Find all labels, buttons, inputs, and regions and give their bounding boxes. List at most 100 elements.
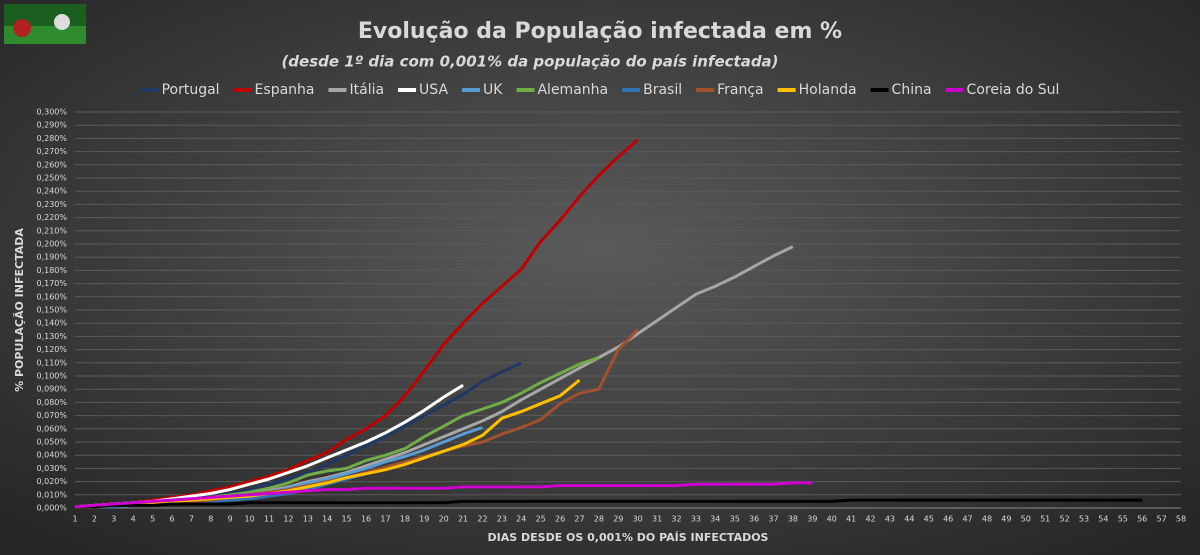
x-tick-label: 5 [150, 515, 155, 524]
x-tick-label: 58 [1176, 515, 1186, 524]
x-tick-label: 28 [594, 515, 604, 524]
y-tick-label: 0,030% [36, 464, 67, 473]
x-tick-label: 25 [536, 515, 546, 524]
x-tick-label: 53 [1079, 515, 1089, 524]
y-tick-label: 0,180% [36, 266, 67, 275]
x-tick-label: 43 [885, 515, 895, 524]
x-tick-label: 4 [131, 515, 136, 524]
x-tick-label: 50 [1021, 515, 1031, 524]
x-tick-label: 15 [342, 515, 352, 524]
x-tick-label: 10 [245, 515, 255, 524]
x-tick-label: 17 [380, 515, 390, 524]
x-tick-label: 20 [439, 515, 449, 524]
legend-label: Brasil [643, 82, 682, 98]
x-tick-label: 16 [361, 515, 371, 524]
y-tick-label: 0,020% [36, 477, 67, 486]
y-axis-label: % POPULAÇÃO INFECTADA [13, 228, 26, 392]
legend-label: USA [419, 82, 448, 98]
y-tick-label: 0,200% [36, 240, 67, 249]
series-line [75, 498, 1143, 509]
x-tick-label: 21 [458, 515, 468, 524]
x-tick-label: 40 [827, 515, 837, 524]
x-tick-label: 23 [497, 515, 507, 524]
y-tick-label: 0,110% [36, 358, 67, 367]
y-tick-label: 0,250% [36, 174, 67, 183]
y-tick-label: 0,070% [36, 411, 67, 420]
x-tick-label: 30 [633, 515, 643, 524]
x-tick-label: 19 [419, 515, 429, 524]
x-tick-label: 38 [788, 515, 798, 524]
x-tick-label: 13 [303, 515, 313, 524]
x-tick-label: 14 [322, 515, 332, 524]
logo [4, 4, 86, 44]
y-tick-label: 0,270% [36, 147, 67, 156]
y-tick-label: 0,300% [36, 108, 67, 117]
x-tick-label: 32 [671, 515, 681, 524]
y-tick-label: 0,150% [36, 306, 67, 315]
x-tick-label: 39 [807, 515, 817, 524]
legend-label: França [717, 82, 764, 98]
x-tick-label: 33 [691, 515, 701, 524]
x-tick-label: 8 [208, 515, 213, 524]
y-tick-label: 0,000% [36, 504, 67, 513]
series-line [74, 481, 813, 509]
x-tick-label: 12 [283, 515, 293, 524]
legend-label: Alemanha [537, 82, 608, 98]
x-tick-label: 56 [1137, 515, 1147, 524]
legend: Portugal Espanha Itália USA UK Alemanha Brasil… [140, 82, 1060, 98]
legend-label: China [892, 82, 932, 98]
x-tick-label: 27 [574, 515, 584, 524]
y-tick-label: 0,130% [36, 332, 67, 341]
y-tick-label: 0,060% [36, 424, 67, 433]
x-tick-label: 11 [264, 515, 274, 524]
x-tick-label: 51 [1040, 515, 1050, 524]
x-tick-label: 34 [710, 515, 720, 524]
x-tick-label: 7 [189, 515, 194, 524]
y-tick-label: 0,040% [36, 451, 67, 460]
x-tick-label: 18 [400, 515, 410, 524]
y-tick-label: 0,260% [36, 160, 67, 169]
y-tick-label: 0,220% [36, 213, 67, 222]
chart-title: Evolução da População infectada em % [358, 19, 842, 44]
x-tick-label: 52 [1059, 515, 1069, 524]
x-tick-label: 54 [1098, 515, 1108, 524]
x-tick-label: 55 [1118, 515, 1128, 524]
chart-subtitle: (desde 1º dia com 0,001% da população do… [281, 53, 778, 71]
x-tick-label: 2 [92, 515, 97, 524]
y-tick-label: 0,230% [36, 200, 67, 209]
legend-label: Coreia do Sul [967, 82, 1060, 98]
x-tick-label: 41 [846, 515, 856, 524]
x-tick-label: 22 [477, 515, 487, 524]
y-tick-label: 0,240% [36, 187, 67, 196]
x-tick-label: 46 [943, 515, 953, 524]
y-tick-label: 0,170% [36, 279, 67, 288]
x-tick-label: 57 [1157, 515, 1167, 524]
x-tick-label: 29 [613, 515, 623, 524]
x-tick-label: 26 [555, 515, 565, 524]
y-tick-label: 0,160% [36, 292, 67, 301]
y-tick-label: 0,210% [36, 226, 67, 235]
x-axis-label: DIAS DESDE OS 0,001% DO PAÍS INFECTADOS [488, 531, 769, 544]
x-tick-label: 37 [768, 515, 778, 524]
y-tick-label: 0,290% [36, 121, 67, 130]
y-tick-label: 0,100% [36, 372, 67, 381]
x-tick-label: 47 [962, 515, 972, 524]
legend-label: Portugal [162, 82, 220, 98]
x-tick-label: 42 [865, 515, 875, 524]
y-tick-label: 0,190% [36, 253, 67, 262]
x-tick-label: 48 [982, 515, 992, 524]
y-tick-label: 0,010% [36, 490, 67, 499]
x-tick-label: 24 [516, 515, 526, 524]
y-tick-label: 0,140% [36, 319, 67, 328]
x-tick-label: 35 [730, 515, 740, 524]
legend-label: Espanha [255, 82, 315, 98]
y-tick-label: 0,090% [36, 385, 67, 394]
x-tick-label: 36 [749, 515, 759, 524]
x-tick-label: 6 [169, 515, 174, 524]
x-tick-label: 31 [652, 515, 662, 524]
y-tick-label: 0,280% [36, 134, 67, 143]
x-tick-label: 9 [228, 515, 233, 524]
